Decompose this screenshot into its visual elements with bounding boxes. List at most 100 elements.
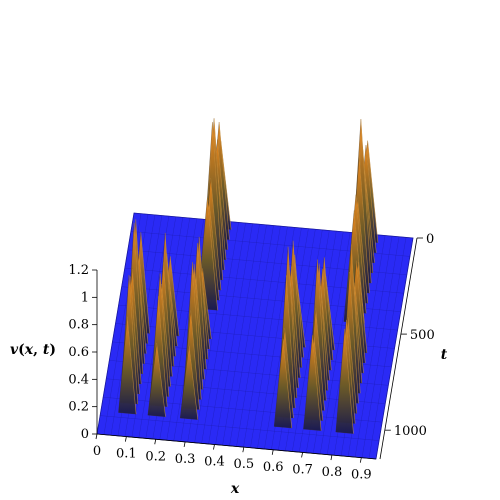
ridge-highlight	[138, 254, 149, 344]
ridge-highlight	[320, 286, 330, 381]
z-axis-label-part: t	[43, 342, 50, 358]
ridge-highlight	[346, 319, 356, 424]
z-tick-label: 0.6	[68, 345, 89, 360]
ridge-4	[179, 236, 212, 420]
x-axis-line	[96, 433, 377, 460]
ridge-highlight	[198, 236, 209, 360]
z-axis-label: v(x, t)	[10, 342, 56, 358]
ridge-highlight	[325, 275, 335, 350]
ridge-highlight	[357, 197, 369, 304]
x-axis-label: x	[230, 481, 240, 497]
ridge-highlight	[351, 244, 361, 394]
ridge-highlight	[284, 328, 294, 418]
ridge-highlight	[169, 256, 180, 337]
t-axis-line	[379, 237, 418, 460]
axis-labels: 0 0.2 0.4 0.6 0.8 1 1.2 0 0.1 0.2 0.3 0.4 0.5 0.6 0.7 0…	[10, 232, 448, 497]
z-tick-label: 0	[81, 427, 89, 442]
x-tick-label: 0	[93, 444, 101, 459]
ridge-highlight	[312, 335, 322, 431]
ridge-highlight	[355, 194, 367, 314]
ridge-3	[147, 232, 180, 417]
x-tick-label: 0.2	[145, 449, 166, 464]
ridge-highlight	[292, 240, 303, 368]
ridge-highlight	[168, 273, 178, 347]
x-tick	[359, 457, 362, 463]
ridge-highlight	[289, 270, 299, 388]
x-tick-label: 0.5	[233, 457, 254, 472]
ridge-highlight	[352, 273, 363, 384]
t-tick-label: 0	[426, 232, 434, 247]
ridge-highlight	[195, 273, 205, 380]
ridge-highlight	[323, 257, 334, 361]
x-tick	[242, 447, 245, 453]
ridge-0	[196, 118, 232, 311]
ridge-highlight	[322, 268, 332, 371]
ridge-highlight	[344, 328, 354, 434]
ridge-5	[273, 240, 306, 429]
ridge-highlight	[158, 296, 168, 407]
ridge-highlight	[132, 268, 142, 384]
x-tick	[95, 433, 98, 440]
ridge-highlight	[356, 260, 366, 363]
x-tick	[301, 452, 303, 458]
ridge-highlight	[357, 262, 368, 353]
ridge-highlight	[202, 268, 212, 339]
z-axis-label-part: )	[49, 342, 56, 358]
ridge-highlight	[220, 140, 232, 230]
ridge-highlight	[164, 232, 175, 367]
t-tick-label: 500	[410, 328, 435, 343]
ridge-highlight	[362, 146, 374, 273]
t-tick-label: 1000	[394, 424, 427, 439]
t-axis-label: t	[441, 347, 448, 363]
ridge-highlight	[318, 263, 329, 391]
ridge-highlight	[188, 345, 199, 420]
ridge-highlight	[287, 246, 298, 398]
ridge-highlight	[365, 145, 377, 253]
x-tick	[154, 439, 157, 445]
ridge-highlight	[354, 282, 364, 374]
x-tick	[183, 441, 186, 447]
ridge-highlight	[358, 156, 370, 294]
ridge-highlight	[213, 118, 225, 270]
ridge-2	[118, 219, 150, 415]
ridge-highlight	[217, 139, 229, 250]
z-axis-label-part: ,	[33, 342, 43, 358]
z-tick-label: 0.8	[68, 318, 89, 333]
ridge-highlight	[163, 262, 173, 377]
x-tick-label: 0.6	[263, 460, 284, 475]
z-tick-label: 0.4	[68, 372, 89, 387]
z-axis-label-part: v	[10, 342, 19, 358]
z-axis-label-part: (	[18, 342, 25, 358]
ridge-highlight	[210, 178, 222, 291]
ridge-7	[335, 244, 368, 434]
ridge-highlight	[367, 140, 379, 243]
ridge-highlight	[159, 273, 170, 397]
ridge-highlight	[313, 336, 324, 421]
x-tick-label: 0.1	[116, 447, 137, 462]
ridge-highlight	[130, 276, 140, 394]
ridge-highlight	[156, 343, 166, 417]
z-tick-label: 0.2	[68, 400, 89, 415]
x-tick	[330, 454, 333, 461]
ridge-highlight	[315, 308, 325, 411]
ridge-highlight	[218, 122, 230, 240]
ridge-highlight	[282, 338, 293, 429]
ridge-highlight	[353, 210, 365, 324]
ridge-highlight	[317, 259, 327, 401]
ridge-highlight	[161, 283, 171, 387]
x-tick-label: 0.8	[322, 465, 343, 480]
ridge-highlight	[135, 219, 145, 364]
ridge-6	[303, 257, 335, 431]
ridge-highlight	[166, 253, 176, 357]
ridge-highlight	[193, 264, 204, 390]
ridge-highlight	[360, 119, 372, 284]
ridge-highlight	[208, 200, 220, 301]
x-tick	[213, 444, 215, 450]
ridge-highlight	[197, 243, 207, 370]
ridge-highlight	[291, 266, 301, 378]
ridge-highlight	[207, 198, 218, 311]
x-tick-label: 0.4	[204, 455, 225, 470]
ridge-highlight	[133, 222, 144, 374]
ridge-highlight	[128, 275, 139, 405]
